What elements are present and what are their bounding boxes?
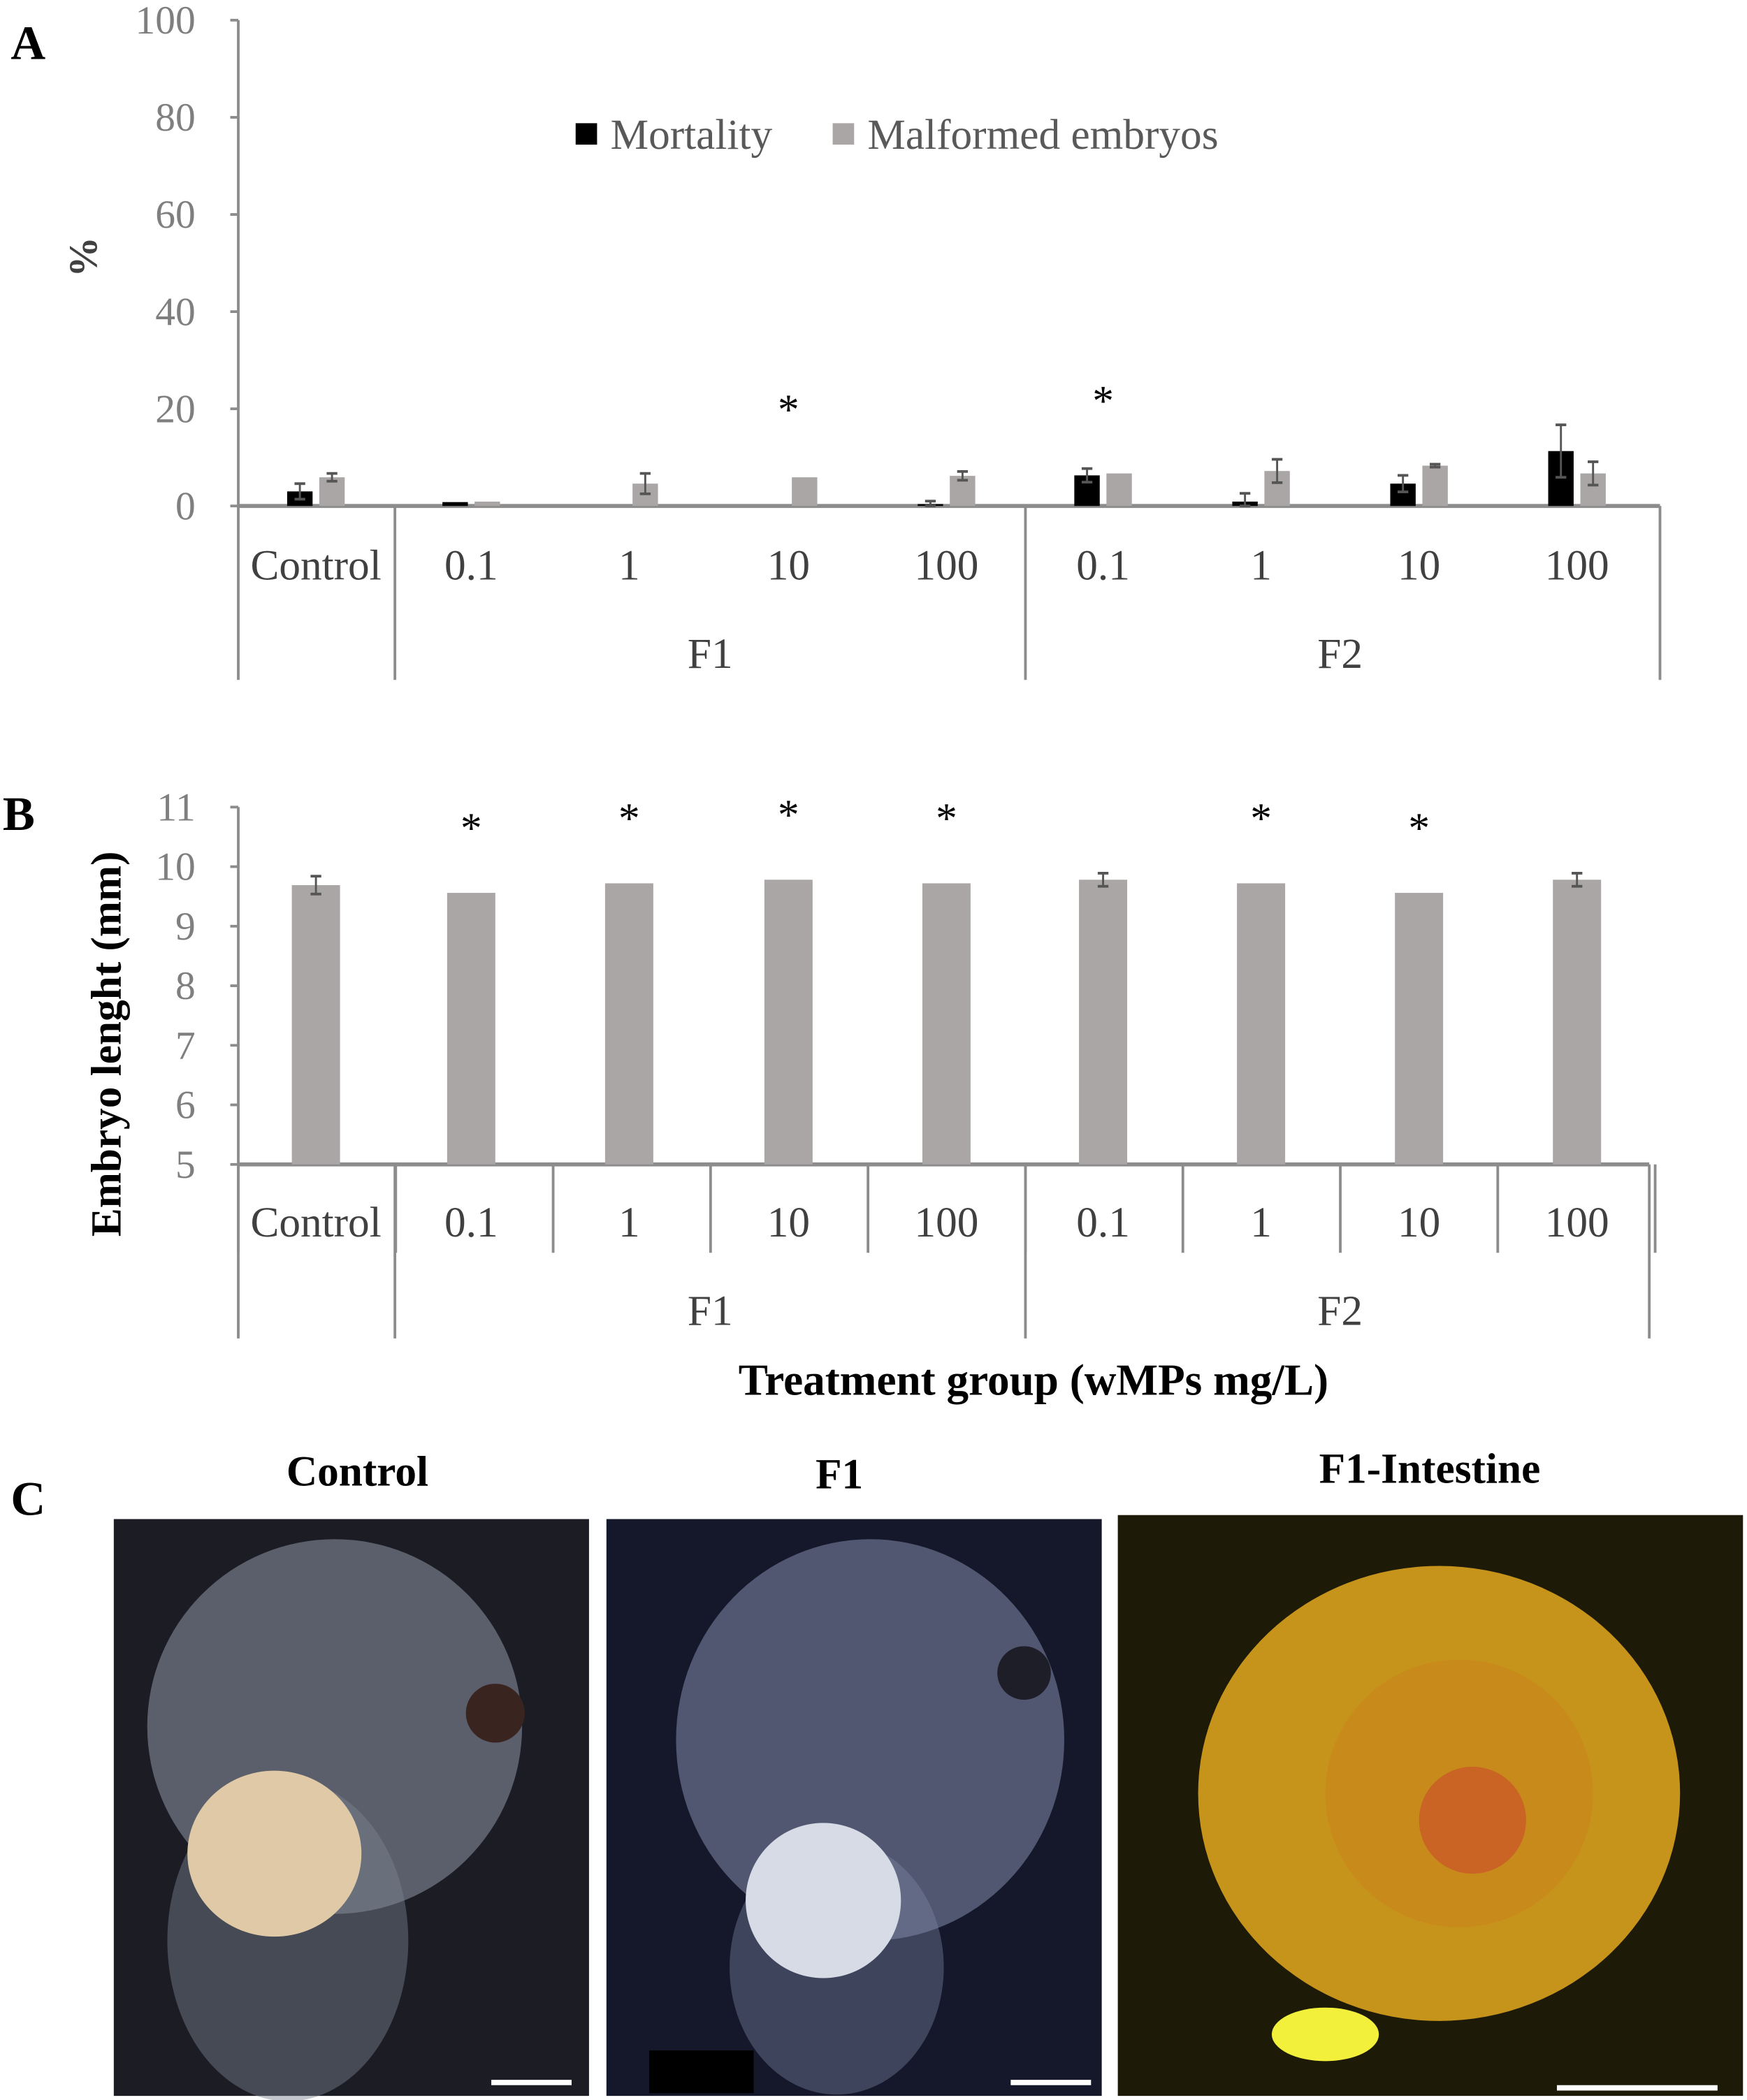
- embryo-image-control: [113, 1519, 589, 2100]
- bar-malformed-embryos: [792, 477, 818, 506]
- x-category-label: 0.1: [444, 1199, 498, 1246]
- x-category-label: 10: [1398, 542, 1440, 590]
- x-category-label: 0.1: [1076, 1199, 1130, 1246]
- bar-embryo-length: [1079, 880, 1128, 1165]
- x-category-label: 0.1: [444, 542, 498, 590]
- embryo-images: Control F1 F1-Intestine: [113, 1445, 1744, 2100]
- y-tick-label: 100: [135, 0, 195, 43]
- x-category-label: 100: [1545, 1199, 1609, 1246]
- x-category-label: 10: [1398, 1199, 1440, 1246]
- panel-label-a: A: [10, 16, 45, 69]
- legend-label: Mortality: [611, 111, 773, 159]
- bar-embryo-length: [922, 883, 971, 1165]
- x-category-label: 1: [618, 1199, 640, 1246]
- y-tick-label: 8: [175, 964, 196, 1008]
- image-title-f1: F1: [815, 1450, 863, 1498]
- bar-embryo-length: [764, 880, 813, 1165]
- x-category-label: 1: [1250, 1199, 1272, 1246]
- significance-marker: *: [1250, 795, 1272, 843]
- embryo-image-f1-intestine: [1117, 1515, 1744, 2097]
- y-tick-label: 6: [175, 1084, 196, 1128]
- bar-embryo-length: [447, 893, 495, 1165]
- bar-embryo-length: [1237, 883, 1286, 1165]
- bar-mortality: [442, 502, 468, 506]
- x-category-label: 100: [1545, 542, 1609, 590]
- bar-embryo-length: [604, 883, 653, 1165]
- bar-malformed-embryos: [1422, 465, 1448, 506]
- image-title-f1-intestine: F1-Intestine: [1319, 1445, 1541, 1493]
- x-axis-label: Treatment group (wMPs mg/L): [739, 1355, 1328, 1404]
- y-tick-label: 40: [155, 290, 195, 334]
- significance-marker: *: [778, 792, 799, 839]
- x-category-label: 1: [1250, 542, 1272, 590]
- x-group-label: F1: [688, 1288, 733, 1335]
- legend-label: Malformed embryos: [867, 111, 1218, 159]
- panel-label-c: C: [10, 1473, 45, 1526]
- x-group-label: F1: [688, 630, 733, 678]
- significance-marker: *: [778, 386, 799, 434]
- y-tick-label: 5: [175, 1143, 196, 1187]
- y-tick-label: 7: [175, 1023, 196, 1067]
- x-category-label: 10: [767, 542, 810, 590]
- legend-swatch: [832, 123, 855, 145]
- x-category-label: Control: [250, 1199, 381, 1246]
- image-title-control: Control: [287, 1448, 428, 1496]
- y-tick-label: 80: [155, 96, 195, 140]
- y-tick-label: 20: [155, 387, 195, 431]
- y-axis-label: %: [61, 237, 106, 277]
- significance-marker: *: [618, 795, 640, 843]
- x-category-label: 1: [618, 542, 640, 590]
- legend-swatch: [575, 123, 597, 145]
- bar-malformed-embryos: [474, 502, 500, 506]
- y-tick-label: 10: [155, 845, 195, 889]
- bar-malformed-embryos: [1106, 473, 1132, 506]
- y-tick-label: 0: [175, 484, 196, 528]
- y-tick-label: 60: [155, 193, 195, 237]
- chart-a-mortality-malformation: 0 20 40 60 80 100 * * Control 0.1 1 10 100 0.1 1 10 100 F…: [61, 0, 1662, 680]
- x-group-label: F2: [1317, 630, 1363, 678]
- embryo-image-f1: [606, 1519, 1102, 2097]
- y-tick-label: 9: [175, 905, 196, 949]
- significance-marker: *: [936, 795, 957, 843]
- x-category-label: 100: [914, 542, 978, 590]
- significance-marker: *: [461, 804, 482, 852]
- bar-embryo-length: [291, 884, 340, 1165]
- chart-b-embryo-length: 5 6 7 8 9 10 11 * * * * * * Control 0.1 1 10 100 0.1 1 10 100…: [82, 785, 1657, 1404]
- x-group-label: F2: [1317, 1288, 1363, 1335]
- significance-marker: *: [1092, 377, 1114, 425]
- y-tick-label: 11: [157, 785, 195, 829]
- y-axis-label: Embryo lenght (mm): [82, 852, 130, 1237]
- bar-embryo-length: [1395, 893, 1444, 1165]
- panel-label-b: B: [3, 787, 35, 840]
- significance-marker: *: [1408, 804, 1430, 852]
- x-category-label: 100: [914, 1199, 978, 1246]
- x-category-label: 0.1: [1076, 542, 1130, 590]
- x-category-label: Control: [250, 542, 381, 590]
- bar-embryo-length: [1553, 880, 1602, 1165]
- x-category-label: 10: [767, 1199, 810, 1246]
